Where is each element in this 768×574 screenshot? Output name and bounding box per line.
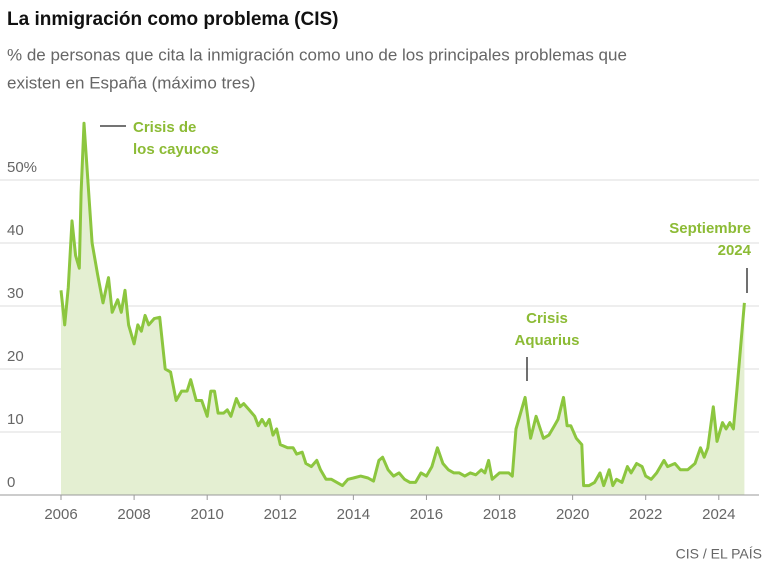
x-tick-label: 2016 bbox=[410, 506, 443, 523]
x-tick-label: 2006 bbox=[44, 506, 77, 523]
y-tick-label: 0 bbox=[7, 474, 15, 491]
annotation: los cayucos bbox=[133, 141, 219, 158]
subtitle: % de personas que cita la inmigración co… bbox=[7, 45, 627, 64]
annotation: Crisis bbox=[526, 310, 568, 327]
chart-title: La inmigración como problema (CIS) bbox=[7, 9, 339, 30]
x-tick-label: 2020 bbox=[556, 506, 589, 523]
x-tick-label: 2022 bbox=[629, 506, 662, 523]
y-tick-label: 10 bbox=[7, 411, 24, 428]
x-tick-label: 2008 bbox=[117, 506, 150, 523]
annotation: Septiembre bbox=[669, 220, 751, 237]
y-tick-label: 50% bbox=[7, 159, 37, 176]
x-tick-label: 2014 bbox=[337, 506, 370, 523]
annotation: 2024 bbox=[718, 242, 752, 259]
x-tick-label: 2024 bbox=[702, 506, 735, 523]
y-tick-label: 20 bbox=[7, 348, 24, 365]
source: CIS / EL PAÍS bbox=[676, 546, 762, 562]
line bbox=[59, 121, 746, 488]
y-tick-label: 40 bbox=[7, 222, 24, 239]
x-tick-label: 2018 bbox=[483, 506, 516, 523]
y-tick-label: 30 bbox=[7, 285, 24, 302]
annotation: Crisis de bbox=[133, 119, 196, 136]
x-tick-label: 2010 bbox=[190, 506, 223, 523]
area-fill bbox=[61, 123, 745, 496]
annotation: Aquarius bbox=[514, 332, 579, 349]
x-tick-label: 2012 bbox=[264, 506, 297, 523]
subtitle: existen en España (máximo tres) bbox=[7, 73, 256, 92]
